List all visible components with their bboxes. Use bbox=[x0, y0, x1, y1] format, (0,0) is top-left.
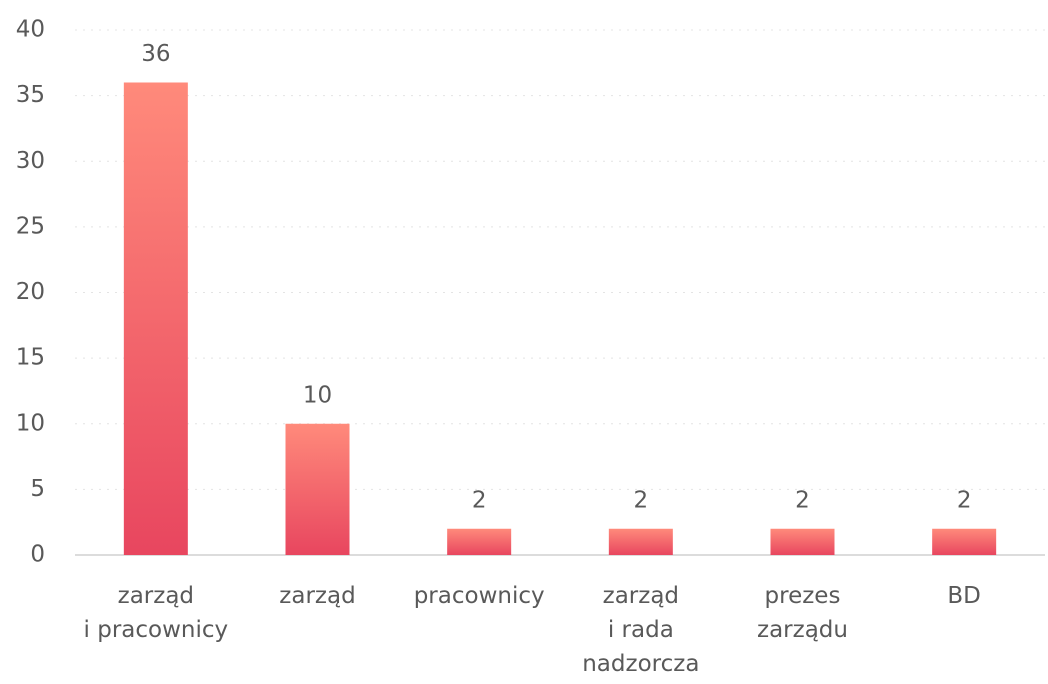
y-tick-label: 20 bbox=[16, 279, 45, 305]
data-label: 10 bbox=[303, 382, 332, 408]
data-label: 2 bbox=[634, 487, 649, 513]
data-label: 36 bbox=[141, 41, 170, 67]
bar bbox=[285, 423, 350, 555]
x-tick-label: zarząd bbox=[279, 583, 356, 609]
bar bbox=[447, 528, 512, 555]
y-tick-label: 40 bbox=[16, 17, 45, 43]
y-tick-label: 15 bbox=[16, 345, 45, 371]
bar bbox=[608, 528, 673, 555]
y-tick-label: 25 bbox=[16, 213, 45, 239]
bar bbox=[770, 528, 835, 555]
x-tick-label: prezes zarządu bbox=[757, 583, 848, 643]
y-tick-label: 5 bbox=[30, 476, 45, 502]
data-label: 2 bbox=[957, 487, 972, 513]
y-tick-label: 0 bbox=[30, 542, 45, 568]
y-tick-label: 30 bbox=[16, 148, 45, 174]
x-tick-label: BD bbox=[947, 583, 981, 609]
data-label: 2 bbox=[795, 487, 810, 513]
y-tick-label: 10 bbox=[16, 410, 45, 436]
bar bbox=[123, 82, 188, 555]
bar bbox=[932, 528, 997, 555]
x-tick-label: zarząd i pracownicy bbox=[83, 583, 229, 643]
y-tick-label: 35 bbox=[16, 82, 45, 108]
data-label: 2 bbox=[472, 487, 487, 513]
x-tick-label: zarząd i rada nadzorcza bbox=[582, 583, 700, 677]
x-tick-label: pracownicy bbox=[413, 583, 545, 609]
